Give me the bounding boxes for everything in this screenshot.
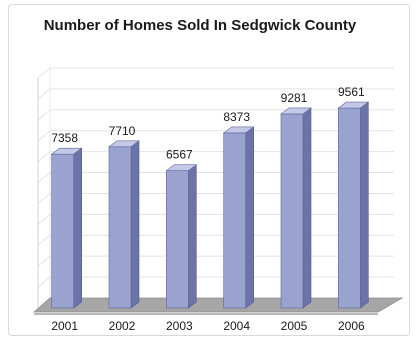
bar-2003 (166, 170, 189, 309)
bar-top-2004 (222, 126, 255, 134)
bar-2006 (338, 107, 361, 309)
x-tick-label-2004: 2004 (223, 319, 250, 333)
bar-layer (50, 101, 370, 309)
label-layer: 7358 2001 7710 2002 6567 2003 8373 2004 9281 2005… (51, 85, 365, 333)
data-label-2002: 7710 (109, 124, 136, 138)
x-tick-label-2005: 2005 (281, 319, 308, 333)
bar-side-2006 (360, 101, 369, 309)
bar-2002 (108, 146, 132, 309)
bar-side-2002 (130, 140, 140, 309)
bar-top-2002 (108, 140, 140, 148)
chart-title: Number of Homes Sold In Sedgwick County (43, 17, 357, 34)
bar-2004 (223, 132, 246, 309)
bar-side-2001 (73, 147, 82, 309)
data-label-2003: 6567 (166, 148, 193, 162)
bar-side-2004 (245, 126, 254, 309)
bar-side-2005 (302, 107, 312, 309)
data-label-2005: 9281 (281, 91, 308, 105)
bar-top-2001 (50, 147, 83, 155)
x-tick-label-2006: 2006 (338, 319, 365, 333)
x-tick-label-2001: 2001 (51, 319, 78, 333)
data-label-2004: 8373 (223, 110, 250, 124)
data-label-2001: 7358 (51, 131, 78, 145)
data-label-2006: 9561 (338, 85, 365, 99)
gridline (37, 67, 394, 79)
x-tick-label-2002: 2002 (109, 319, 136, 333)
bar-2005 (280, 113, 304, 309)
bar-side-2003 (188, 164, 197, 309)
bar-top-2003 (165, 164, 198, 171)
bar-top-2006 (337, 101, 370, 109)
grid-layer (32, 67, 404, 315)
bar-top-2005 (280, 107, 312, 115)
x-tick-label-2003: 2003 (166, 319, 193, 333)
bar-2001 (51, 153, 74, 309)
